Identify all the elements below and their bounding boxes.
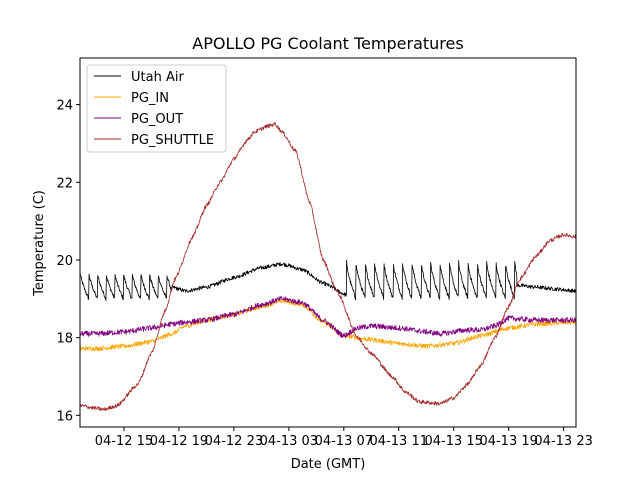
y-tick-label: 24: [56, 99, 73, 114]
legend: Utah Air PG_IN PG_OUT PG_SHUTTLE: [86, 64, 227, 153]
y-tick-label: 16: [56, 409, 73, 424]
legend-label: PG_OUT: [131, 112, 183, 127]
x-tick-label: 04-13 15: [424, 434, 482, 449]
x-tick-label: 04-13 11: [370, 434, 428, 449]
x-tick-label: 04-13 03: [260, 434, 318, 449]
series-layer: [80, 122, 576, 412]
x-tick-label: 04-13 19: [479, 434, 537, 449]
chart-title: APOLLO PG Coolant Temperatures: [192, 34, 463, 53]
legend-box: [86, 64, 227, 153]
y-tick-label: 18: [56, 332, 73, 347]
legend-label: Utah Air: [131, 70, 184, 85]
series-line-utah-air: [80, 259, 576, 302]
x-tick-label: 04-13 07: [315, 434, 373, 449]
x-axis-label: Date (GMT): [291, 457, 366, 472]
series-line-pg-out: [80, 296, 576, 338]
y-tick-label: 20: [56, 254, 73, 269]
series-line-pg-shuttle: [80, 122, 576, 412]
x-tick-label: 04-12 23: [205, 434, 263, 449]
series-line-pg-in: [80, 298, 576, 352]
x-tick-label: 04-13 23: [534, 434, 592, 449]
legend-label: PG_SHUTTLE: [131, 133, 214, 148]
y-tick-label: 22: [56, 176, 73, 191]
x-tick-label: 04-12 15: [95, 434, 153, 449]
legend-label: PG_IN: [131, 91, 169, 106]
y-axis-label: Temperature (C): [32, 190, 47, 297]
axes-frame: [79, 57, 577, 428]
y-axis: 16 18 20 22 24: [56, 99, 80, 424]
x-tick-label: 04-12 19: [150, 434, 208, 449]
